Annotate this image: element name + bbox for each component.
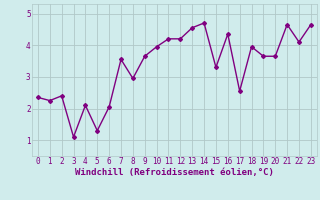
X-axis label: Windchill (Refroidissement éolien,°C): Windchill (Refroidissement éolien,°C) xyxy=(75,168,274,177)
